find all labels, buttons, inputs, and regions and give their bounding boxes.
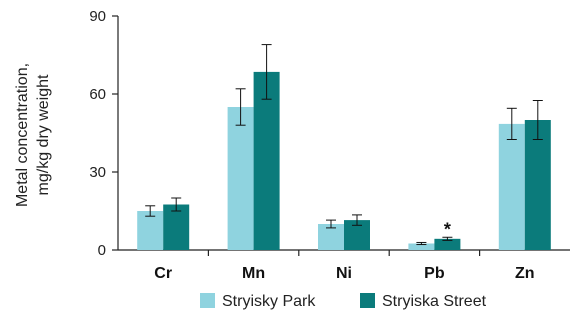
- y-axis-label-line2: mg/kg dry weight: [35, 74, 52, 195]
- bar: [163, 204, 190, 250]
- legend-swatch: [200, 293, 215, 308]
- x-tick-label: Mn: [242, 265, 265, 282]
- bar: [408, 243, 435, 250]
- bar: [227, 107, 254, 250]
- bar: [498, 123, 525, 250]
- legend: Stryisky Park Stryiska Street: [200, 293, 487, 310]
- bar: [524, 120, 551, 250]
- legend-label: Stryisky Park: [222, 293, 316, 310]
- x-tick-label: Ni: [336, 265, 352, 282]
- y-tick-label: 60: [89, 86, 106, 103]
- y-tick-label: 90: [89, 8, 106, 25]
- plot-area: 0 30 60 90 Cr Mn Ni Pb Zn *: [89, 8, 570, 282]
- bar: [137, 211, 164, 250]
- y-tick-label: 0: [98, 242, 106, 259]
- legend-label: Stryiska Street: [382, 293, 487, 310]
- y-axis-label: Metal concentration, mg/kg dry weight: [14, 63, 52, 207]
- x-tick-label: Cr: [154, 265, 172, 282]
- bar: [434, 238, 461, 250]
- bar: [253, 71, 280, 251]
- significance-marker: *: [444, 219, 451, 239]
- x-tick-label: Pb: [424, 265, 445, 282]
- y-axis-label-line1: Metal concentration,: [14, 63, 31, 207]
- x-tick-label: Zn: [515, 265, 535, 282]
- y-tick-label: 30: [89, 164, 106, 181]
- legend-swatch: [360, 293, 375, 308]
